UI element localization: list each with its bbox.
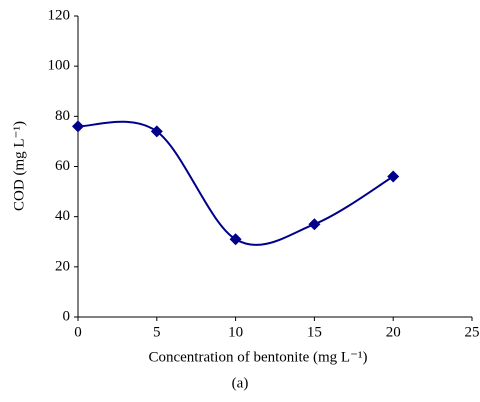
x-axis-label: Concentration of bentonite (mg L⁻¹) (148, 349, 367, 365)
data-point (229, 233, 242, 246)
y-tick-label: 120 (48, 7, 71, 23)
y-tick-label: 20 (55, 258, 70, 274)
x-tick-label: 10 (228, 324, 243, 340)
caption: (a) (232, 375, 249, 391)
y-tick-label: 40 (55, 208, 70, 224)
data-point (150, 125, 163, 138)
x-tick-label: 25 (465, 324, 480, 340)
x-tick-label: 5 (153, 324, 161, 340)
data-point (308, 218, 321, 231)
y-tick-label: 60 (55, 158, 70, 174)
y-axis-label: COD (mg L⁻¹) (11, 121, 27, 211)
x-tick-label: 15 (307, 324, 322, 340)
x-tick-label: 0 (74, 324, 82, 340)
series-line (77, 120, 394, 246)
data-point (72, 120, 84, 133)
data-point (387, 170, 400, 183)
y-tick-label: 80 (55, 108, 70, 124)
y-tick-label: 0 (63, 308, 71, 324)
x-tick-label: 20 (386, 324, 401, 340)
y-tick-label: 100 (48, 58, 71, 74)
